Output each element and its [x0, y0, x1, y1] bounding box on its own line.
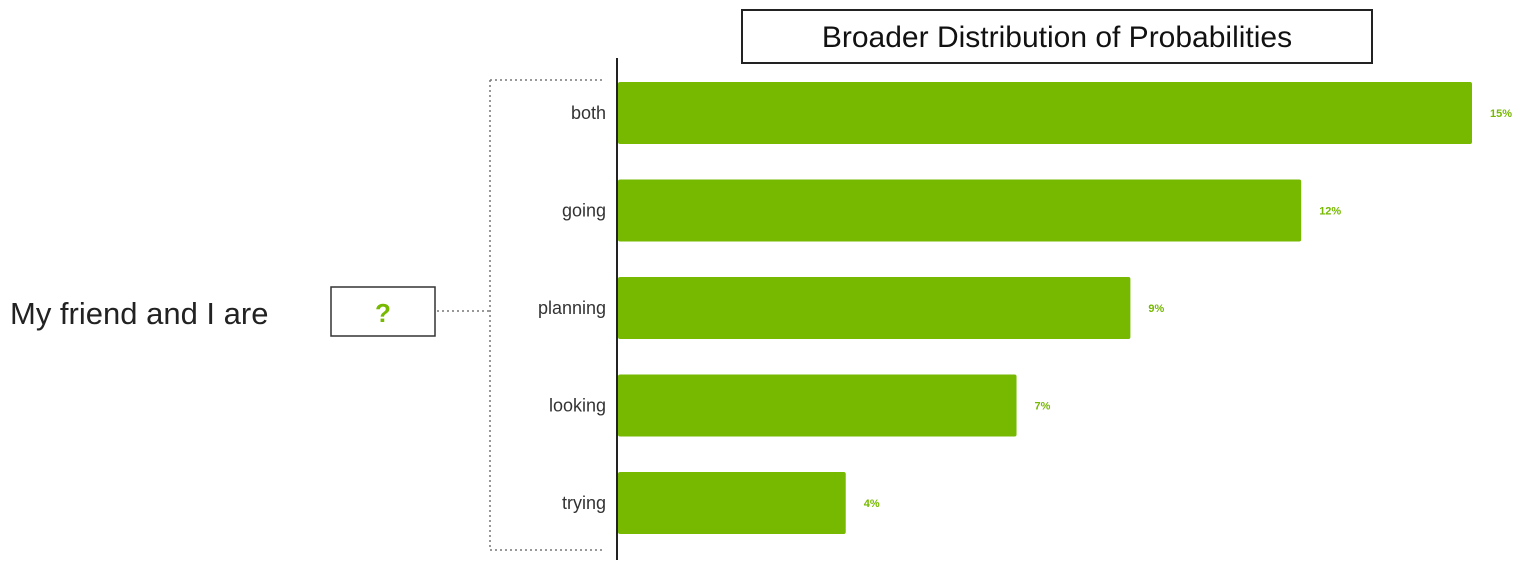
- bar-going: [618, 179, 1302, 242]
- blank-box: ?: [330, 286, 436, 337]
- prompt-sentence: My friend and I are: [10, 296, 268, 331]
- value-label-trying: 4%: [864, 498, 880, 510]
- category-label-planning: planning: [538, 298, 606, 318]
- category-label-going: going: [562, 201, 606, 221]
- value-label-both: 15%: [1490, 108, 1512, 120]
- chart-title: Broader Distribution of Probabilities: [822, 21, 1292, 54]
- dotted-bracket: [437, 79, 602, 551]
- bar-both: [618, 82, 1472, 144]
- chart-title-box: Broader Distribution of Probabilities: [741, 9, 1373, 64]
- chart-title-frame: [741, 9, 1373, 64]
- category-label-trying: trying: [562, 493, 606, 513]
- value-label-looking: 7%: [1035, 401, 1051, 413]
- blank-question-mark: ?: [375, 298, 391, 328]
- blank-box-frame: [330, 286, 436, 337]
- category-label-looking: looking: [549, 396, 606, 416]
- value-label-planning: 9%: [1148, 303, 1164, 315]
- value-label-going: 12%: [1319, 206, 1341, 218]
- bar-planning: [618, 277, 1131, 339]
- bars-group: both 15% going 12% planning 9% looking 7% trying…: [538, 82, 1512, 534]
- bar-trying: [618, 472, 846, 534]
- bar-looking: [618, 374, 1017, 437]
- category-label-both: both: [571, 103, 606, 123]
